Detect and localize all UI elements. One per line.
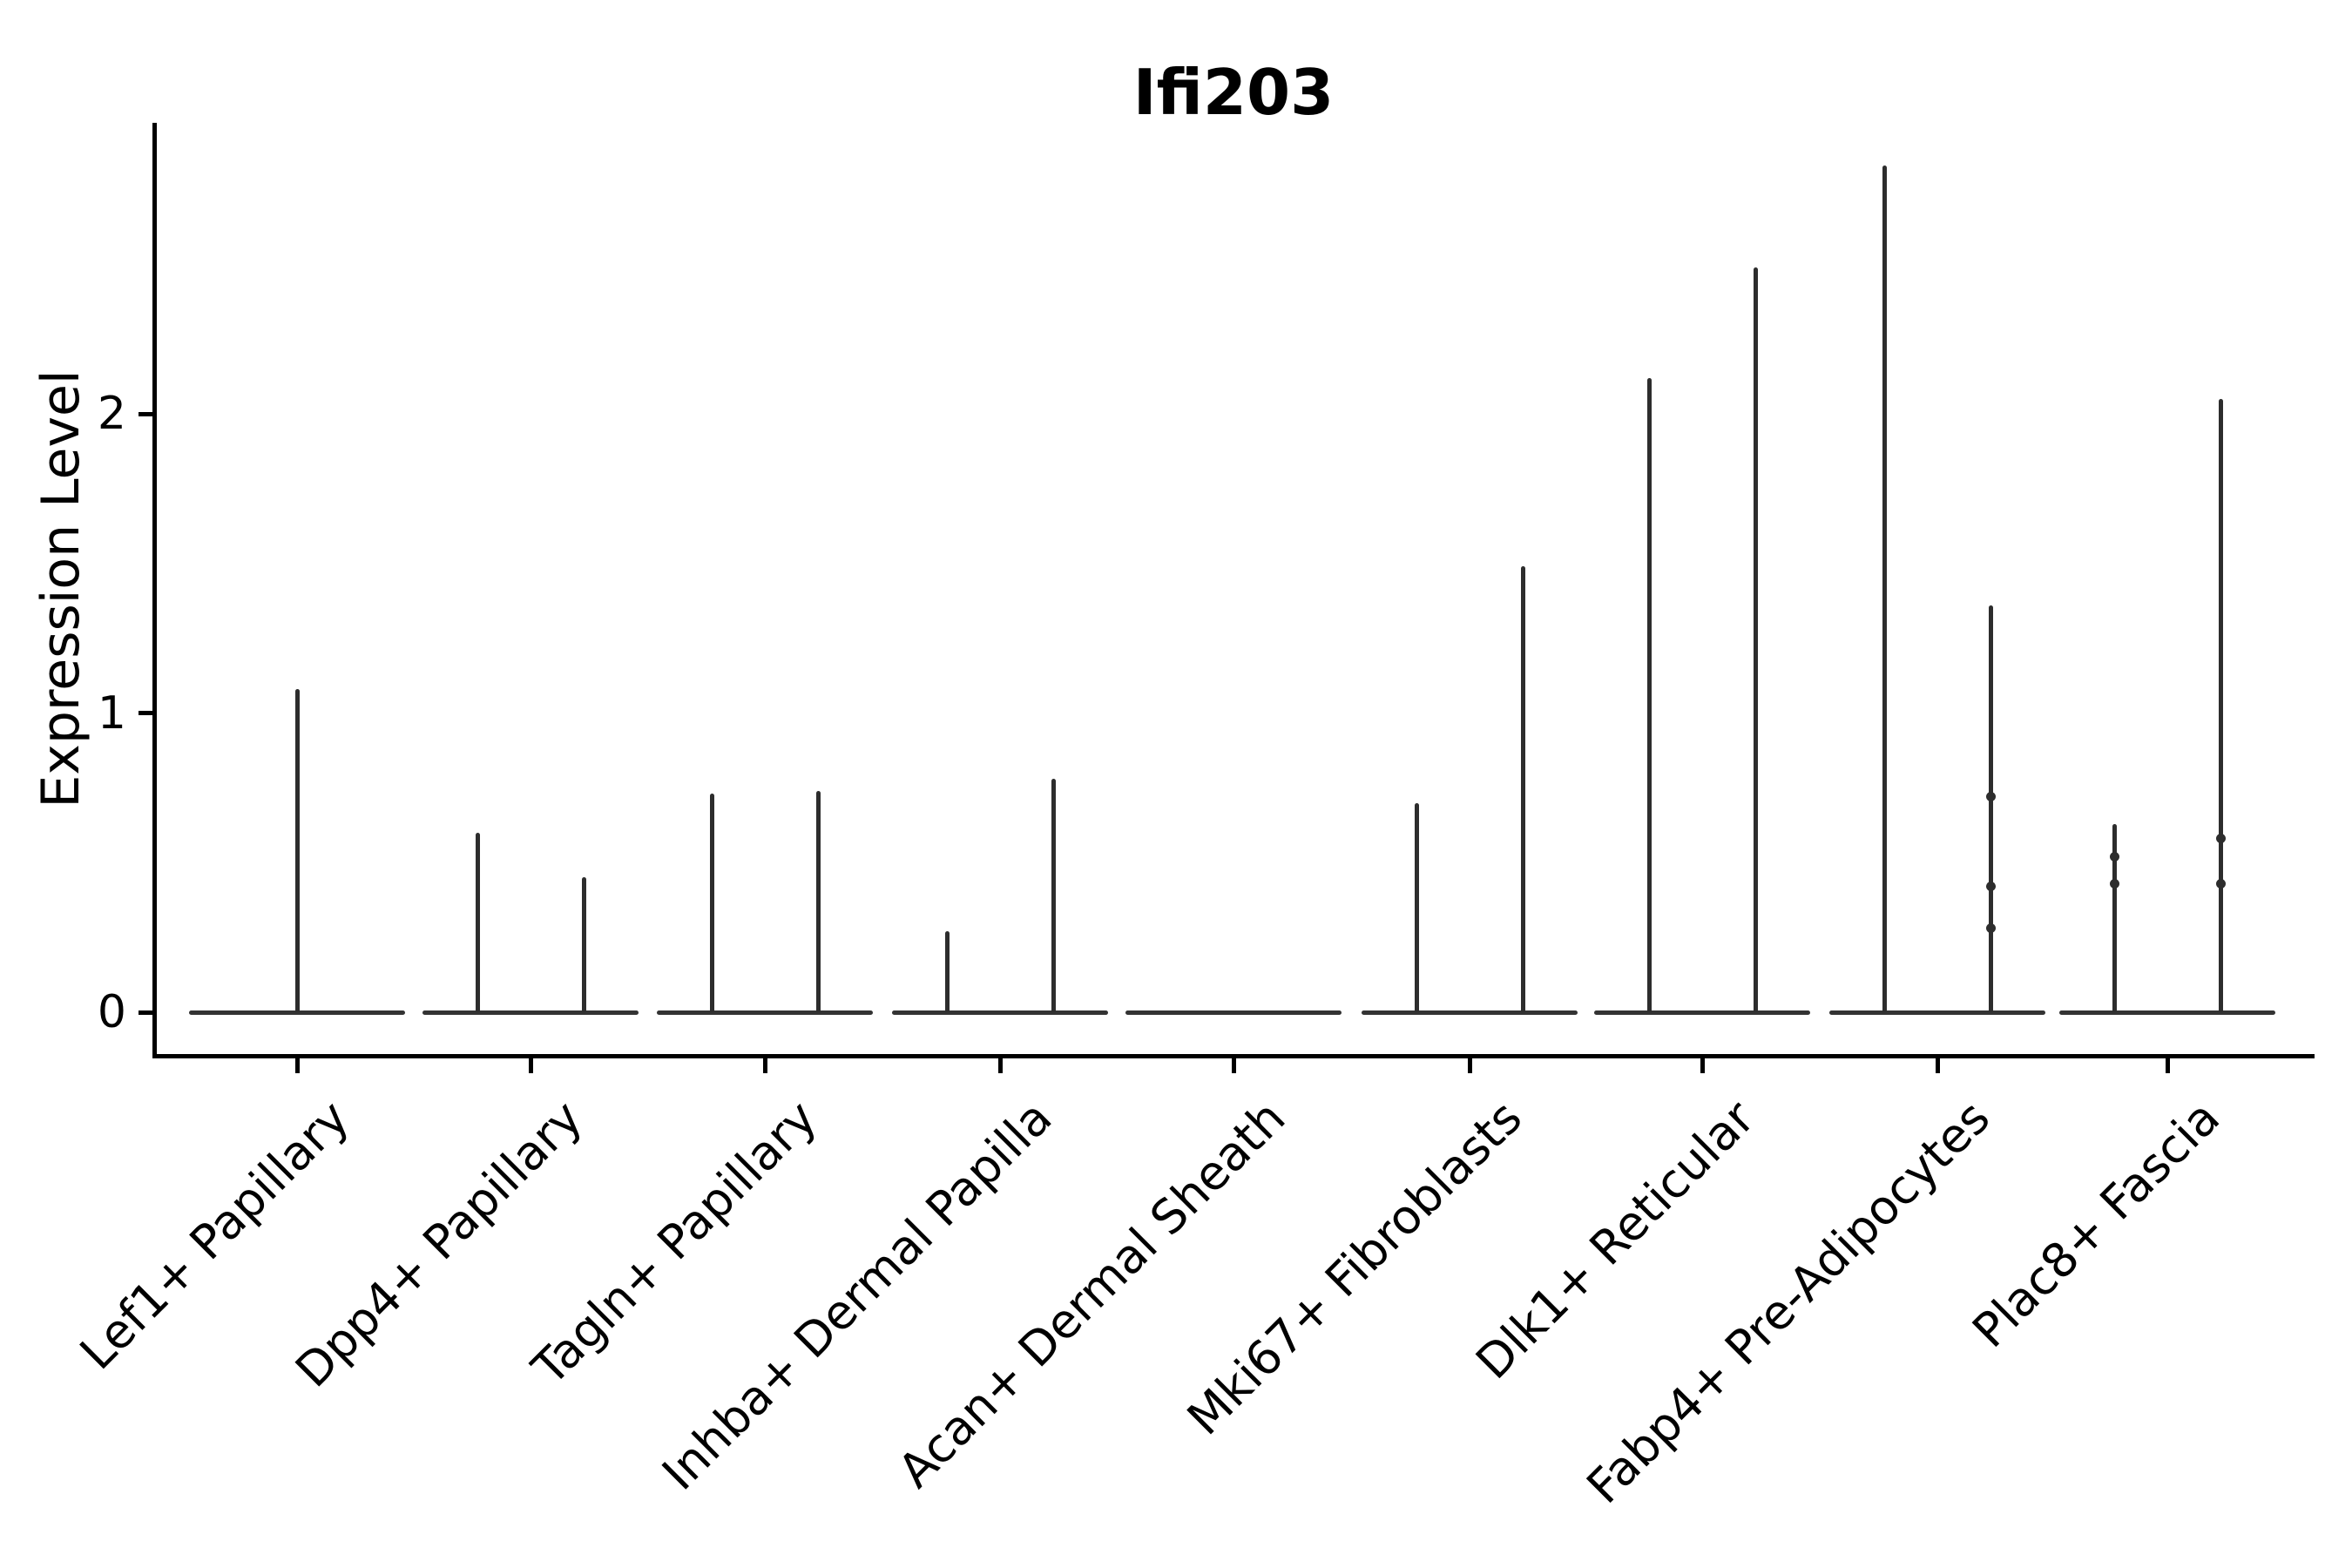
y-tick xyxy=(139,411,155,416)
y-tick-label: 1 xyxy=(97,686,126,740)
y-tick-label: 2 xyxy=(97,388,126,440)
x-axis-spine xyxy=(152,1054,2315,1058)
violin-base xyxy=(422,1010,639,1015)
violin-spike xyxy=(1520,566,1525,1012)
violin-spike xyxy=(294,689,300,1012)
violin-base xyxy=(1594,1010,1810,1015)
violin-spike xyxy=(944,931,950,1012)
x-tick xyxy=(294,1058,300,1073)
violin-base xyxy=(1829,1010,2045,1015)
x-tick xyxy=(762,1058,767,1073)
violin-spike xyxy=(815,790,821,1012)
violin-dot xyxy=(2215,878,2226,889)
violin-spike xyxy=(581,877,586,1012)
y-axis-spine xyxy=(152,123,157,1058)
violin-dot xyxy=(1985,923,1996,934)
violin-base xyxy=(189,1010,405,1015)
y-tick xyxy=(139,1010,155,1015)
violin-spike xyxy=(1414,802,1419,1012)
chart-title: Ifi203 xyxy=(1132,56,1335,129)
x-tick xyxy=(2165,1058,2170,1073)
x-tick xyxy=(1467,1058,1472,1073)
x-tick-label: Acan+ Dermal Sheath xyxy=(888,1090,1296,1498)
violin-dot xyxy=(2109,878,2119,889)
violin-spike xyxy=(1988,605,1993,1012)
violin-base xyxy=(1125,1010,1342,1015)
violin-base xyxy=(1362,1010,1578,1015)
violin-dot xyxy=(1985,882,1996,892)
violin-base xyxy=(657,1010,873,1015)
x-tick xyxy=(1700,1058,1705,1073)
x-tick-label: Plac8+ Fascia xyxy=(1962,1090,2230,1359)
violin-spike xyxy=(1882,165,1887,1012)
violin-spike xyxy=(475,832,480,1012)
violin-spike xyxy=(1051,779,1056,1012)
violin-spike xyxy=(2112,823,2117,1012)
x-tick xyxy=(528,1058,533,1073)
violin-dot xyxy=(2215,834,2226,844)
violin-spike xyxy=(709,794,714,1012)
x-tick xyxy=(1231,1058,1236,1073)
violin-dot xyxy=(1985,792,1996,802)
violin-spike xyxy=(2218,398,2223,1012)
y-tick xyxy=(139,711,155,715)
x-tick xyxy=(1935,1058,1940,1073)
y-tick-label: 0 xyxy=(97,986,126,1038)
violin-base xyxy=(2059,1010,2275,1015)
violin-spike xyxy=(1646,377,1652,1012)
x-tick xyxy=(997,1058,1003,1073)
violin-spike xyxy=(1753,267,1758,1012)
x-tick-label: Fabp4+ Pre-Adipocytes xyxy=(1576,1090,2000,1515)
violin-dot xyxy=(2109,851,2119,862)
x-tick-label: Inhba+ Dermal Papilla xyxy=(652,1090,1063,1501)
violin-base xyxy=(892,1010,1108,1015)
